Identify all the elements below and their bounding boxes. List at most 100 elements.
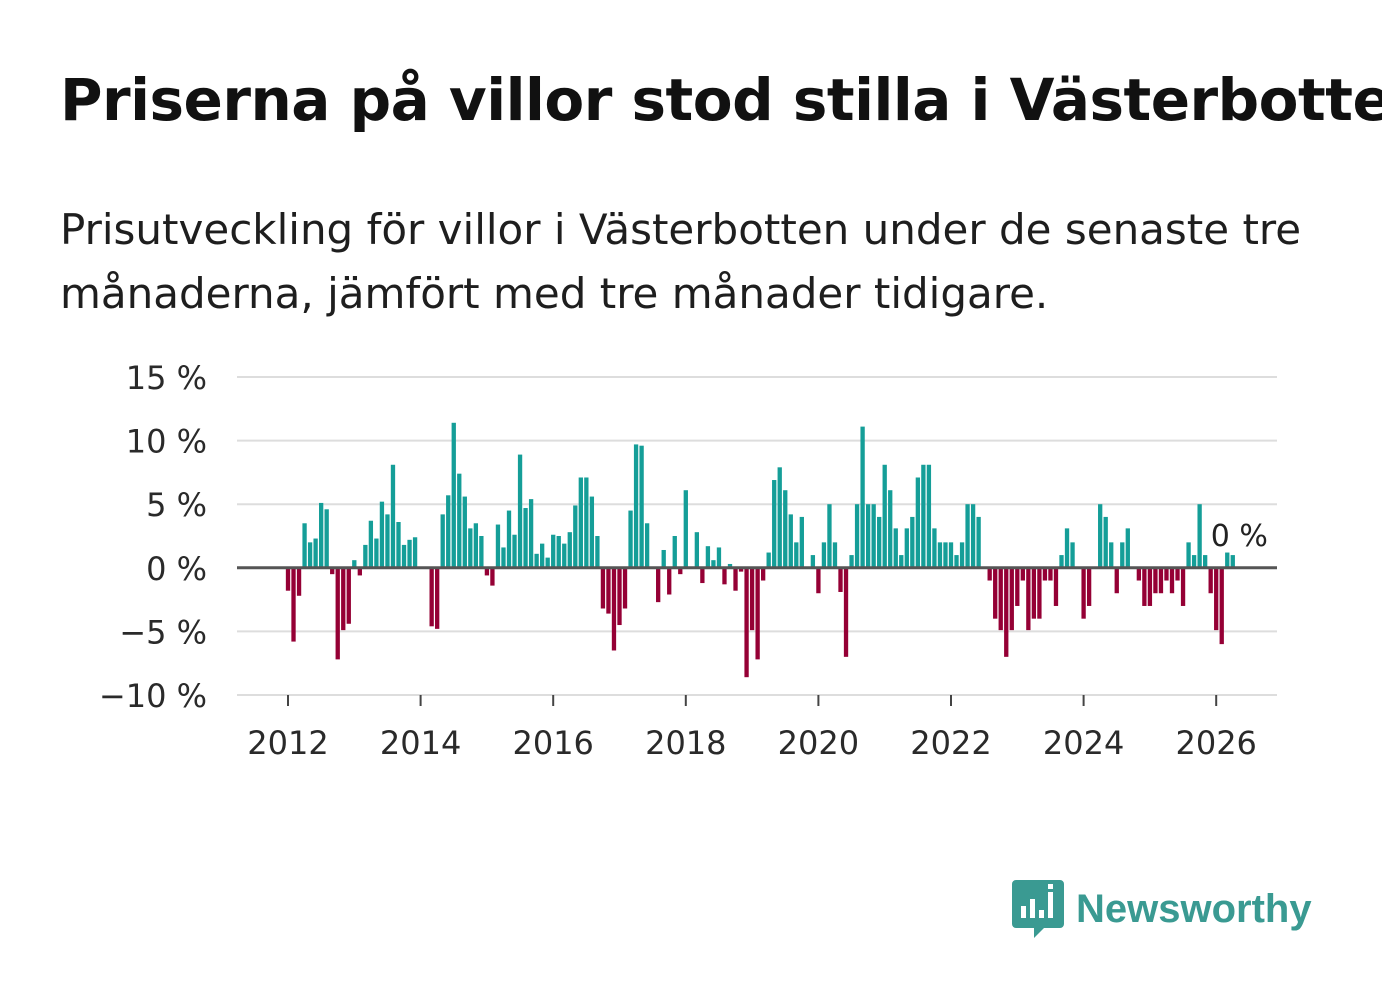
bar — [877, 516, 882, 568]
bar — [462, 496, 467, 568]
bar — [1164, 567, 1169, 581]
bar — [932, 528, 937, 568]
bar — [672, 536, 677, 568]
y-tick-label: 5 % — [146, 486, 207, 524]
bar — [540, 543, 545, 568]
bar — [749, 567, 755, 631]
bar — [324, 509, 329, 568]
bar — [700, 567, 705, 584]
bar — [401, 544, 407, 568]
bar — [1147, 567, 1153, 606]
bar — [843, 567, 849, 657]
bar — [633, 444, 639, 568]
bar — [1026, 567, 1031, 631]
bar — [738, 567, 744, 572]
bar — [1153, 567, 1158, 594]
bar — [865, 504, 871, 568]
bar — [1109, 542, 1114, 568]
bar — [595, 536, 600, 568]
bar — [600, 567, 606, 609]
bar — [937, 542, 943, 568]
x-tick-label: 2014 — [380, 724, 461, 762]
bar — [744, 567, 749, 678]
bar — [335, 567, 340, 660]
bar — [1175, 567, 1180, 581]
bar — [578, 477, 583, 568]
bar — [523, 508, 528, 568]
bar — [484, 567, 490, 576]
x-tick-label: 2024 — [1043, 724, 1124, 762]
bar — [705, 546, 711, 568]
bar — [319, 502, 324, 568]
bar — [788, 514, 793, 568]
bar — [959, 542, 965, 568]
bar — [1086, 567, 1092, 606]
bar — [440, 514, 445, 568]
bar — [628, 510, 633, 568]
bar — [766, 552, 771, 568]
bar — [1180, 567, 1186, 606]
bar — [1186, 542, 1191, 568]
bar — [1042, 567, 1048, 581]
bar — [296, 567, 302, 596]
chart-subtitle: Prisutveckling för villor i Västerbotten… — [60, 205, 1302, 318]
bar — [374, 538, 379, 568]
bar — [644, 523, 650, 568]
bar — [882, 464, 887, 568]
bar — [1208, 567, 1213, 594]
bar — [722, 567, 727, 585]
bar — [1081, 567, 1086, 619]
bar — [694, 532, 700, 568]
bar — [921, 464, 926, 568]
bar — [860, 426, 865, 568]
bar — [1120, 542, 1125, 568]
bar — [893, 528, 898, 568]
bar — [976, 516, 981, 568]
bar — [562, 543, 567, 568]
bar — [1053, 567, 1059, 606]
bar — [517, 454, 523, 568]
bar — [948, 542, 954, 568]
bar — [926, 464, 932, 568]
bar — [849, 555, 854, 568]
bar — [987, 567, 992, 581]
bar — [412, 537, 418, 568]
bar — [1169, 567, 1175, 594]
bar — [368, 520, 374, 568]
bar — [1070, 542, 1075, 568]
bar — [656, 567, 661, 603]
brand-name: Newsworthy — [1076, 886, 1312, 931]
bar — [307, 542, 313, 568]
bar — [755, 567, 760, 660]
bar — [1020, 567, 1025, 581]
bar — [832, 542, 838, 568]
bar — [385, 514, 390, 568]
bar — [1225, 552, 1230, 568]
bar — [457, 473, 462, 568]
bar — [379, 501, 385, 568]
bar — [622, 567, 628, 609]
bar — [528, 499, 534, 568]
bar — [1197, 504, 1202, 568]
bar-chart-speech-bubble-icon — [1012, 880, 1064, 938]
bar — [1219, 567, 1224, 645]
y-tick-label: 15 % — [126, 359, 207, 397]
bar — [1059, 555, 1064, 568]
bar — [352, 560, 357, 568]
bar — [468, 528, 473, 568]
bar — [888, 490, 893, 568]
bar — [407, 539, 412, 568]
bar — [1037, 567, 1042, 619]
bar — [1125, 528, 1130, 568]
bar — [1158, 567, 1164, 594]
bar — [838, 567, 843, 592]
brand-logo: Newsworthy — [1012, 880, 1312, 938]
bar — [446, 495, 451, 568]
bar — [1031, 567, 1037, 619]
x-tick-label: 2020 — [778, 724, 859, 762]
bar — [1142, 567, 1147, 606]
bar — [904, 528, 909, 568]
bar — [943, 542, 948, 568]
bar — [346, 567, 351, 624]
